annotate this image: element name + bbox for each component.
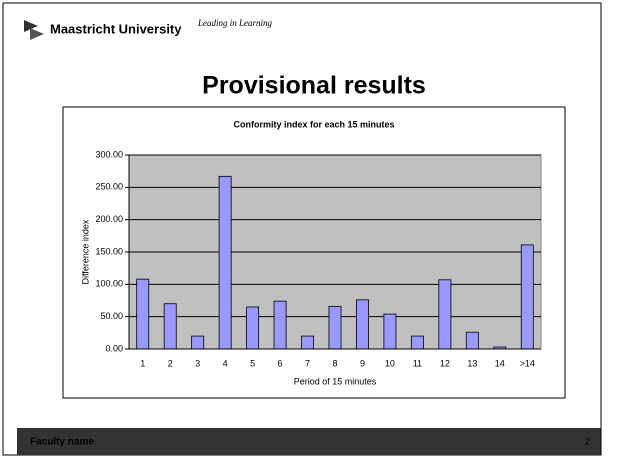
slide-title: Provisional results bbox=[202, 72, 426, 100]
y-tick-label: 300.00 bbox=[95, 149, 123, 159]
bar bbox=[465, 331, 479, 350]
bar bbox=[163, 303, 177, 350]
x-tick-label: 12 bbox=[440, 358, 450, 368]
organization: Maastricht University bbox=[50, 21, 182, 36]
x-tick-label: >14 bbox=[520, 358, 535, 368]
bar bbox=[191, 335, 205, 350]
bar bbox=[218, 175, 232, 350]
bar bbox=[410, 335, 424, 350]
x-tick-label: 14 bbox=[495, 358, 505, 368]
x-tick-label: 8 bbox=[332, 358, 337, 368]
bar bbox=[301, 335, 314, 350]
bar bbox=[356, 299, 369, 350]
bar bbox=[246, 306, 260, 350]
x-axis-label: Period of 15 minutes bbox=[294, 376, 377, 386]
logo bbox=[24, 20, 44, 40]
y-tick-label: 150.00 bbox=[95, 246, 123, 256]
plot: 0.00 50.00 100.00 150.00 200.00 250.00 300.00 1… bbox=[95, 149, 542, 368]
x-tick-label: 1 bbox=[140, 358, 145, 368]
slogan: Leading in Learning bbox=[197, 18, 273, 28]
y-tick-label: 50.00 bbox=[100, 311, 123, 321]
bar bbox=[136, 278, 150, 350]
bar bbox=[520, 244, 534, 350]
y-tick-label: 200.00 bbox=[95, 214, 123, 224]
x-tick-label: 3 bbox=[195, 358, 200, 368]
y-axis-label: Difference index bbox=[80, 219, 90, 284]
x-tick-label: 4 bbox=[223, 358, 228, 368]
y-tick-label: 250.00 bbox=[95, 182, 123, 192]
x-tick-label: 2 bbox=[168, 358, 173, 368]
x-tick-label: 7 bbox=[305, 358, 310, 368]
x-tick-label: 5 bbox=[250, 358, 255, 368]
y-tick-label: 100.00 bbox=[95, 279, 123, 289]
chart-title: Conformity index for each 15 minutes bbox=[233, 119, 394, 129]
x-tick-label: 6 bbox=[278, 358, 283, 368]
bar bbox=[273, 300, 287, 350]
bar bbox=[438, 279, 452, 350]
bar bbox=[383, 313, 397, 350]
x-tick-label: 9 bbox=[360, 358, 365, 368]
x-tick-label: 13 bbox=[467, 358, 477, 368]
x-tick-label: 11 bbox=[413, 358, 422, 368]
page-number: 2 bbox=[585, 436, 590, 446]
x-tick-label: 10 bbox=[385, 358, 395, 368]
y-tick-label: 0.00 bbox=[105, 343, 123, 353]
footer-text: Faculty name bbox=[30, 437, 94, 448]
footer-bar bbox=[17, 428, 601, 455]
bar bbox=[328, 305, 342, 350]
